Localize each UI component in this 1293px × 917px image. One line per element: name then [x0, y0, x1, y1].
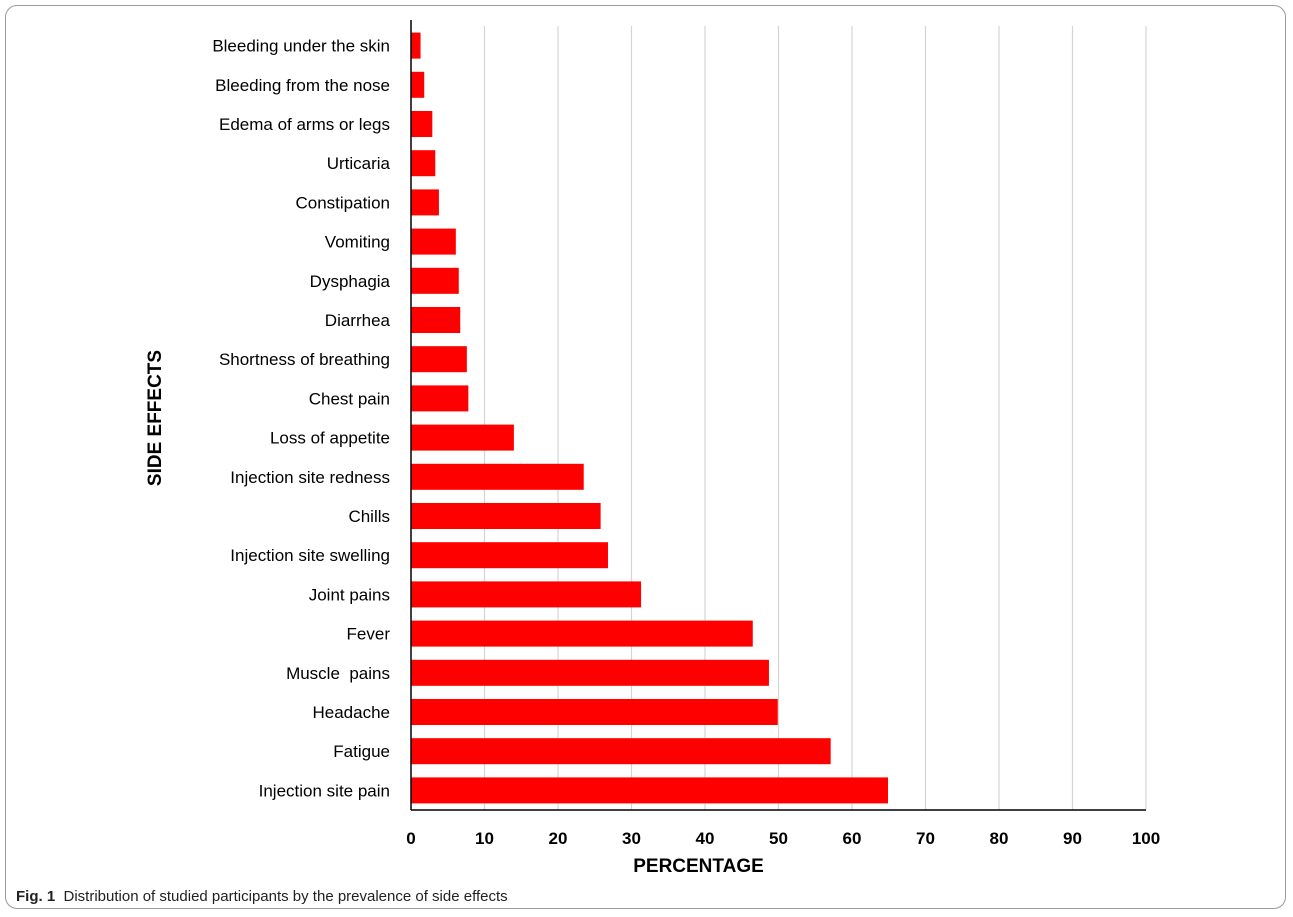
category-label: Injection site swelling [230, 546, 390, 565]
category-label: Constipation [295, 193, 390, 212]
bar [411, 503, 601, 529]
x-tick-label: 60 [843, 829, 862, 848]
x-tick-label: 20 [549, 829, 568, 848]
category-label: Headache [312, 703, 390, 722]
category-label: Urticaria [327, 154, 391, 173]
x-tick-label: 30 [622, 829, 641, 848]
category-label: Fatigue [333, 742, 390, 761]
bar [411, 385, 469, 412]
x-tick-label: 40 [696, 829, 715, 848]
bar [411, 699, 778, 725]
category-label: Injection site pain [259, 781, 390, 800]
figure-number: Fig. 1 [16, 888, 56, 905]
x-tick-label: 0 [406, 829, 415, 848]
bar [411, 542, 608, 569]
x-axis-title: PERCENTAGE [633, 856, 764, 877]
bar [411, 581, 642, 608]
x-tick-label: 80 [990, 829, 1009, 848]
grid-lines [483, 26, 1147, 810]
bars [411, 32, 889, 804]
bar [411, 620, 753, 647]
bar [411, 71, 425, 98]
bar [411, 228, 456, 255]
bar [411, 189, 439, 216]
category-label: Shortness of breathing [219, 350, 390, 369]
x-tick-label: 10 [475, 829, 494, 848]
category-label: Bleeding from the nose [215, 76, 390, 95]
bar-chart: Bleeding under the skin Bleeding from the… [145, 20, 1160, 877]
category-label: Injection site redness [230, 468, 390, 487]
category-label: Bleeding under the skin [212, 37, 390, 56]
bar [411, 267, 459, 294]
bar [411, 111, 433, 137]
bar [411, 659, 769, 686]
x-tick-label: 70 [916, 829, 935, 848]
figure-caption: Fig. 1 Distribution of studied participa… [16, 888, 508, 905]
category-label: Muscle pains [286, 664, 390, 683]
x-tick-label: 50 [769, 829, 788, 848]
bar [411, 346, 467, 373]
caption-text: Distribution of studied participants by … [63, 888, 508, 905]
category-label: Dysphagia [310, 272, 391, 291]
category-label: Chills [348, 507, 390, 526]
x-tick-labels: 0 10 20 30 40 50 60 70 80 90 100 [406, 829, 1160, 848]
bar [411, 738, 831, 765]
category-label: Vomiting [325, 233, 390, 252]
bar [411, 32, 421, 59]
category-label: Chest pain [309, 389, 390, 408]
category-label: Diarrhea [325, 311, 391, 330]
bar [411, 777, 889, 804]
category-label: Fever [347, 625, 391, 644]
category-label: Joint pains [309, 585, 390, 604]
bar [411, 424, 514, 451]
bar [411, 307, 461, 333]
bar [411, 463, 584, 490]
x-tick-label: 100 [1132, 829, 1160, 848]
category-label: Loss of appetite [270, 429, 390, 448]
x-tick-label: 90 [1063, 829, 1082, 848]
y-axis-title: SIDE EFFECTS [145, 350, 166, 486]
bar [411, 150, 436, 177]
category-labels: Bleeding under the skin Bleeding from the… [212, 37, 390, 801]
category-label: Edema of arms or legs [219, 115, 390, 134]
